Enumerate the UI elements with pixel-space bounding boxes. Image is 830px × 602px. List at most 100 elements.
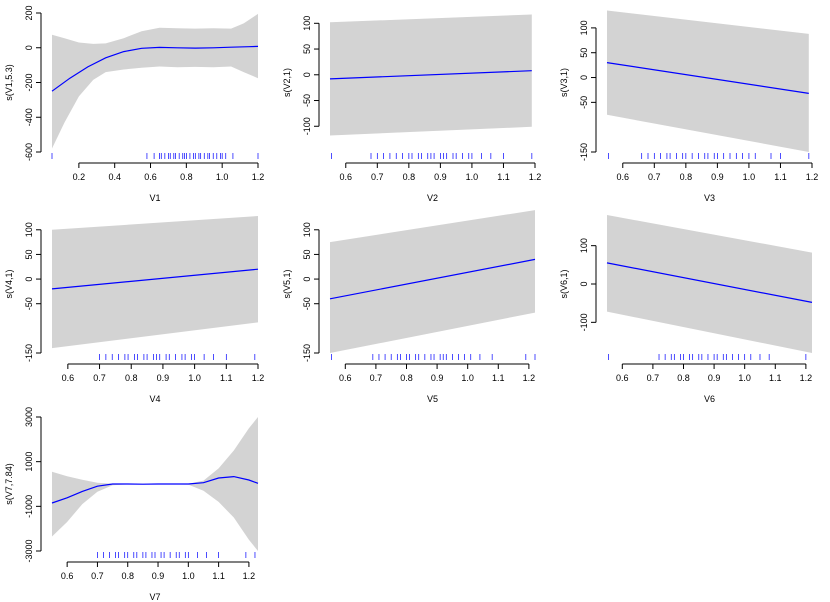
x-tick-label: 1.2 [800,373,813,383]
x-tick-label: 0.8 [125,373,138,383]
y-tick-label: 1000 [24,452,34,472]
confidence-band [607,215,812,353]
x-axis-title: V5 [427,394,438,404]
x-tick-label: 1.1 [220,373,233,383]
x-tick-label: 1.1 [212,571,225,581]
smooth-fit-line [606,262,813,303]
x-axis-title: V6 [704,394,715,404]
x-tick-label: 1.0 [466,172,479,182]
x-tick-label: 1.1 [774,172,787,182]
y-tick-label: -50 [24,297,34,310]
x-tick-label: 0.6 [144,172,157,182]
panel-v1: 0.2 0.4 0.6 0.8 1.0 1.2 V1 -600 -400 -200 0 200 s(V1… [4,5,264,203]
y-tick-label: -100 [302,117,312,135]
y-tick-label: 100 [579,20,589,35]
y-tick-label: -150 [24,344,34,362]
x-tick-label: 1.1 [497,172,510,182]
y-tick-label: 0 [579,281,589,286]
y-tick-label: -200 [24,73,34,91]
x-tick-label: 0.6 [61,571,74,581]
panel-v3: 0.6 0.7 0.8 0.9 1.0 1.1 1.2 V3 -150 -50 0 50 100 s(V3… [559,10,819,203]
y-axis-title: s(V6,1) [559,269,569,298]
y-tick-label: -150 [579,143,589,161]
x-tick-label: 0.9 [157,373,170,383]
x-tick-label: 0.7 [647,373,660,383]
x-tick-label: 0.6 [616,373,629,383]
y-tick-label: -400 [24,108,34,126]
panel-v2: 0.6 0.7 0.8 0.9 1.0 1.1 1.2 V2 -100 -50 0 50 100 s(V2… [282,14,542,203]
y-tick-label: 100 [579,238,589,253]
x-tick-label: 1.0 [743,172,756,182]
x-tick-label: 0.6 [339,373,352,383]
x-tick-label: 0.8 [677,373,690,383]
y-tick-label: 0 [302,72,312,77]
smooth-fit-line [329,258,536,300]
confidence-band [52,13,258,149]
y-tick-label: -50 [302,94,312,107]
x-tick-label: 0.4 [108,172,121,182]
panel-v5: 0.6 0.7 0.8 0.9 1.0 1.1 1.2 V5 -150 -50 0 50 100 s(V5… [282,210,536,404]
panel-v7: 0.6 0.7 0.8 0.9 1.0 1.1 1.2 V7 -3000 -1000 1000 300… [4,407,259,602]
x-tick-label: 1.2 [252,172,265,182]
x-tick-label: 1.2 [243,571,256,581]
x-tick-label: 1.2 [529,172,542,182]
y-tick-label: 0 [302,277,312,282]
x-axis-title: V1 [149,193,160,203]
y-tick-label: 100 [302,16,312,31]
y-axis-title: s(V2,1) [282,68,292,97]
x-tick-label: 1.0 [188,373,201,383]
y-axis-title: s(V3,1) [559,68,569,97]
confidence-band [52,216,258,349]
x-tick-label: 0.9 [711,172,724,182]
x-tick-label: 1.2 [523,373,536,383]
y-tick-label: -50 [302,297,312,310]
x-tick-label: 0.7 [371,172,384,182]
x-tick-label: 0.8 [400,373,413,383]
y-tick-label: -600 [24,143,34,161]
x-tick-label: 0.6 [340,172,353,182]
x-tick-label: 0.7 [93,373,106,383]
y-tick-label: 50 [302,249,312,259]
y-tick-label: 100 [24,222,34,237]
x-axis-title: V7 [149,592,160,602]
smooth-fit-line [51,45,259,92]
y-tick-label: 0 [579,75,589,80]
y-tick-label: 200 [24,5,34,20]
x-tick-label: 1.0 [738,373,751,383]
x-tick-label: 0.6 [62,373,75,383]
x-tick-label: 1.0 [461,373,474,383]
x-tick-label: 1.1 [492,373,505,383]
smooth-fit-line [606,62,809,94]
x-tick-label: 0.9 [431,373,444,383]
x-axis-title: V2 [427,193,438,203]
x-tick-label: 0.8 [121,571,134,581]
y-tick-label: -50 [579,96,589,109]
x-tick-label: 0.7 [370,373,383,383]
x-tick-label: 0.8 [680,172,693,182]
x-tick-label: 1.1 [769,373,782,383]
x-axis-title: V4 [149,394,160,404]
x-tick-label: 0.9 [434,172,447,182]
y-tick-label: 50 [24,249,34,259]
smooth-fit-line [51,268,259,290]
x-tick-label: 0.9 [708,373,721,383]
x-tick-label: 0.9 [152,571,165,581]
x-tick-label: 1.2 [252,373,265,383]
y-tick-label: 50 [302,44,312,54]
smooth-fit-line [51,475,259,504]
x-axis-title: V3 [704,193,715,203]
x-tick-label: 0.7 [91,571,104,581]
x-tick-label: 0.7 [648,172,661,182]
y-tick-label: -1000 [24,495,34,518]
smooth-fit-line [329,70,532,80]
x-tick-label: 0.8 [403,172,416,182]
x-tick-label: 1.2 [806,172,819,182]
x-tick-label: 1.0 [216,172,229,182]
y-axis-title: s(V5,1) [282,269,292,298]
confidence-band [330,210,535,353]
x-tick-label: 0.2 [73,172,86,182]
x-tick-label: 0.8 [180,172,193,182]
y-tick-label: -150 [302,344,312,362]
y-tick-label: 0 [24,45,34,50]
